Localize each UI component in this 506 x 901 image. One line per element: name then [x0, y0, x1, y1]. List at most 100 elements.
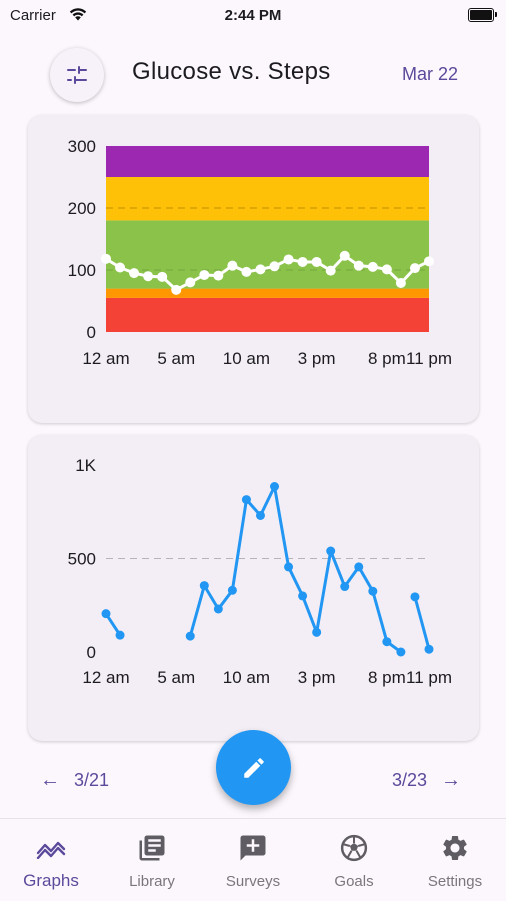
steps-series-line	[413, 595, 431, 651]
steps-y-tick-label: 500	[68, 550, 96, 569]
wifi-icon	[69, 8, 87, 21]
glucose-data-point	[339, 250, 350, 261]
steps-chart-card: 1K 500 0 12 am 5 am 10 am 3 pm 8 pm 11 pm	[28, 435, 479, 741]
tab-goals-label: Goals	[334, 873, 374, 890]
glucose-data-point	[227, 260, 238, 271]
settings-icon	[443, 836, 467, 860]
steps-data-point	[312, 627, 322, 637]
glucose-y-tick-label: 0	[87, 323, 96, 342]
goals-icon	[340, 834, 368, 862]
tab-settings-label: Settings	[427, 873, 483, 890]
glucose-range-band	[106, 288, 429, 298]
steps-data-point	[241, 495, 251, 505]
glucose-data-point	[409, 263, 420, 274]
steps-data-point	[227, 585, 237, 595]
arrow-right-icon: →	[441, 768, 461, 791]
glucose-data-point	[367, 261, 378, 272]
glucose-x-tick-label: 5 am	[157, 349, 195, 368]
glucose-data-point	[424, 256, 434, 267]
steps-x-tick-label: 12 am	[82, 668, 129, 687]
steps-y-tick-label: 1K	[75, 456, 96, 475]
previous-day-label: 3/21	[74, 769, 110, 790]
glucose-data-point	[115, 262, 126, 273]
glucose-data-point	[297, 256, 308, 267]
arrow-left-icon: ←	[40, 768, 60, 791]
glucose-x-tick-label: 10 am	[223, 349, 270, 368]
glucose-data-point	[185, 277, 196, 288]
glucose-chart: 300 200 100 0 12 am 5 am 10 am 3 pm 8 pm 11 pm	[68, 137, 452, 368]
tab-surveys-label: Surveys	[225, 873, 281, 890]
glucose-x-tick-label: 11 pm	[406, 349, 452, 368]
glucose-x-tick-label: 8 pm	[368, 349, 406, 368]
glucose-y-tick-label: 100	[68, 261, 96, 280]
steps-data-point	[101, 609, 111, 619]
tab-library-label: Library	[129, 873, 175, 890]
steps-chart: 1K 500 0 12 am 5 am 10 am 3 pm 8 pm 11 pm	[68, 456, 452, 687]
steps-data-point	[368, 586, 378, 596]
tab-library[interactable]: Library	[102, 833, 202, 890]
steps-data-point	[298, 591, 308, 601]
glucose-data-point	[199, 269, 210, 280]
glucose-data-point	[171, 284, 182, 295]
glucose-range-band	[106, 177, 429, 221]
glucose-data-point	[255, 264, 266, 275]
steps-series-line	[188, 485, 403, 654]
glucose-data-point	[143, 271, 154, 282]
glucose-data-point	[325, 265, 336, 276]
next-day-button[interactable]: 3/23 →	[392, 763, 461, 797]
date-selector[interactable]: Mar 22	[401, 64, 458, 84]
glucose-y-tick-label: 200	[68, 199, 96, 218]
glucose-range-band	[106, 220, 429, 289]
steps-data-point	[354, 562, 364, 572]
filter-button[interactable]	[50, 48, 104, 102]
tab-settings[interactable]: Settings	[405, 833, 505, 890]
glucose-data-point	[241, 266, 252, 277]
tab-surveys[interactable]: Surveys	[203, 833, 303, 890]
tab-goals[interactable]: Goals	[304, 833, 404, 890]
steps-data-point	[185, 631, 195, 641]
steps-x-tick-label: 11 pm	[406, 668, 452, 687]
battery-icon	[468, 8, 497, 22]
steps-data-point	[326, 546, 336, 556]
glucose-x-tick-label: 12 am	[82, 349, 129, 368]
glucose-chart-card: 300 200 100 0 12 am 5 am 10 am 3 pm 8 pm 11 pm	[28, 115, 479, 423]
glucose-range-band	[106, 146, 429, 177]
steps-x-tick-label: 3 pm	[298, 668, 336, 687]
steps-data-point	[255, 510, 265, 520]
page-title: Glucose vs. Steps	[132, 58, 331, 85]
status-bar: Carrier 2:44 PM	[0, 0, 506, 30]
steps-data-point	[115, 630, 125, 640]
clock: 2:44 PM	[224, 7, 282, 24]
carrier-label: Carrier	[10, 7, 56, 24]
tab-graphs-label: Graphs	[23, 871, 79, 890]
glucose-data-point	[269, 261, 280, 272]
graphs-icon	[36, 841, 66, 859]
tab-graphs[interactable]: Graphs	[1, 833, 101, 891]
bottom-navigation: Graphs Library Surveys	[0, 818, 506, 901]
steps-x-tick-label: 10 am	[223, 668, 270, 687]
steps-x-tick-label: 5 am	[157, 668, 195, 687]
edit-fab-button[interactable]	[216, 730, 291, 805]
glucose-data-point	[395, 278, 406, 289]
steps-data-point	[340, 582, 350, 592]
glucose-y-tick-label: 300	[68, 137, 96, 156]
glucose-data-point	[129, 268, 140, 279]
steps-data-point	[199, 581, 209, 591]
steps-data-point	[410, 592, 420, 602]
glucose-data-point	[101, 253, 111, 264]
pencil-icon	[243, 757, 264, 778]
steps-data-point	[396, 647, 406, 657]
steps-data-point	[284, 562, 294, 572]
glucose-data-point	[311, 256, 322, 267]
glucose-x-tick-label: 3 pm	[298, 349, 336, 368]
steps-data-point	[213, 604, 223, 614]
surveys-icon	[240, 835, 266, 861]
glucose-data-point	[381, 264, 392, 275]
steps-data-point	[424, 644, 434, 654]
steps-data-point	[382, 637, 392, 647]
glucose-range-band	[106, 297, 429, 332]
steps-data-point	[270, 482, 280, 492]
library-icon	[139, 835, 165, 861]
previous-day-button[interactable]: ← 3/21	[40, 763, 109, 797]
glucose-data-point	[157, 271, 168, 282]
